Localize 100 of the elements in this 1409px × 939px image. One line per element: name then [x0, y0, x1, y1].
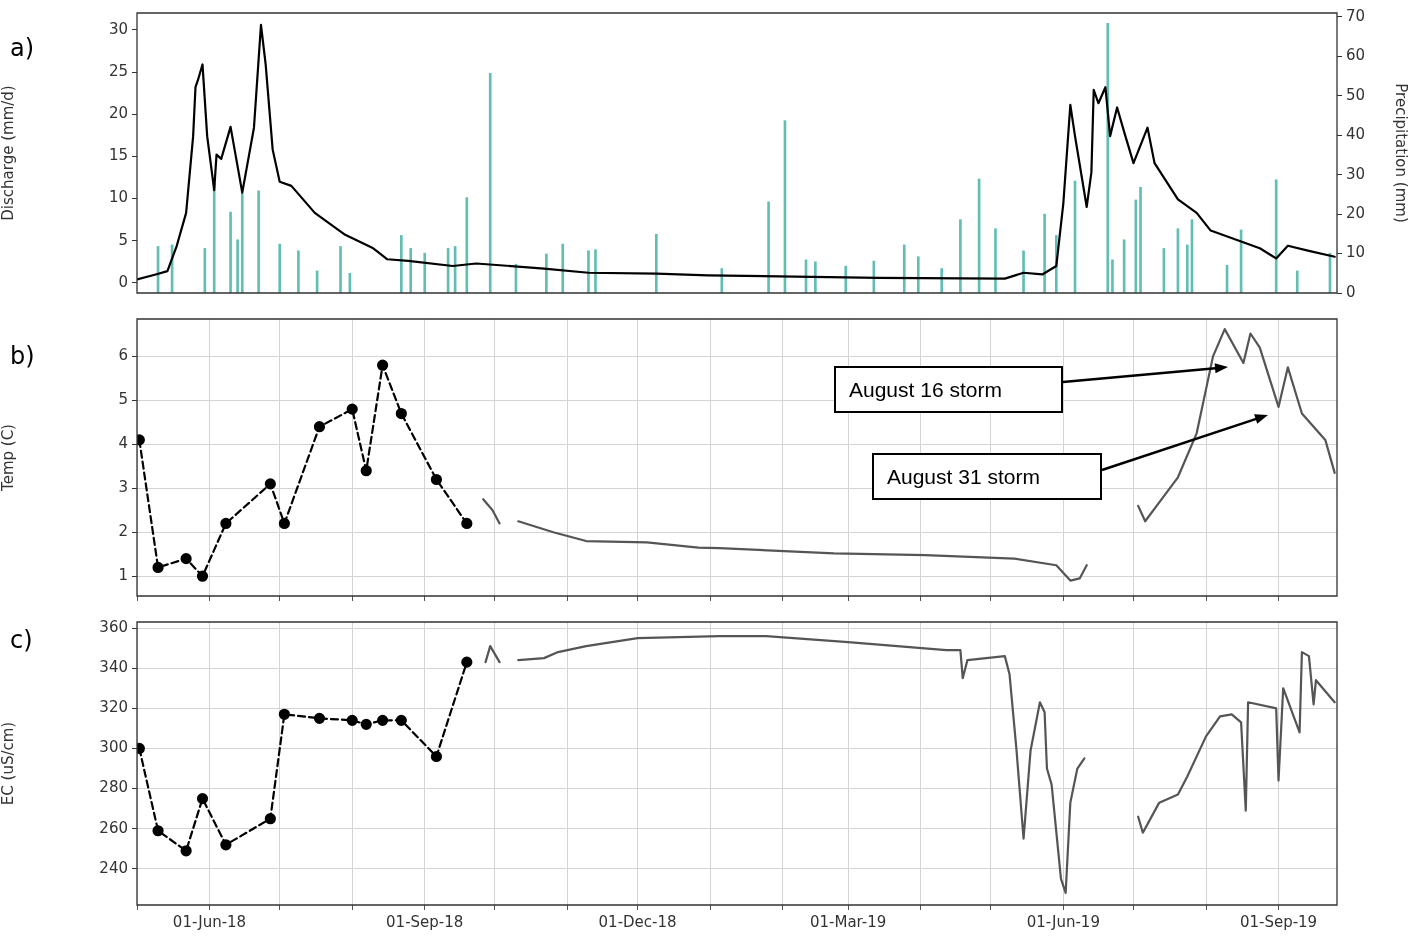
bar — [1043, 213, 1046, 293]
text: c) — [10, 626, 33, 655]
bar — [465, 197, 469, 293]
y-tick-label: 4 — [118, 434, 128, 453]
bar — [339, 246, 342, 293]
point — [377, 359, 389, 371]
bar — [1185, 244, 1189, 293]
bar — [1106, 22, 1110, 293]
bar — [594, 249, 597, 293]
callout-box: August 31 storm — [872, 453, 1102, 500]
bar — [1274, 179, 1278, 293]
callout-box: August 16 storm — [834, 366, 1063, 413]
y-tick-label: 360 — [99, 617, 128, 636]
point — [313, 421, 326, 433]
y-tick-label: 6 — [118, 346, 128, 365]
point — [313, 712, 326, 724]
x-tick-label: 01-Mar-19 — [809, 912, 887, 931]
x-tick-label: 01-Jun-18 — [172, 912, 247, 931]
bar — [844, 265, 848, 293]
point — [152, 561, 164, 574]
y-tick-label: 10 — [108, 188, 128, 207]
x-tick-label: 01-Sep-19 — [1239, 912, 1318, 931]
bar — [236, 239, 239, 293]
y-tick-label: 3 — [118, 478, 128, 497]
y-tick-label: 340 — [99, 658, 128, 677]
bar — [1139, 186, 1142, 293]
bar — [916, 256, 920, 293]
y-tick-label: 5 — [118, 390, 128, 409]
point — [220, 839, 232, 851]
y-tick-label: 0 — [118, 272, 128, 291]
bar — [1295, 270, 1299, 293]
bar — [409, 248, 413, 293]
point — [430, 750, 443, 763]
y-tick-label: 30 — [108, 19, 128, 38]
bar — [278, 243, 282, 293]
y-tick-label: 260 — [99, 818, 128, 837]
text: b) — [10, 342, 35, 371]
y2-axis-title: Precipitation (mm) — [1392, 83, 1409, 223]
point — [360, 465, 372, 477]
bar — [423, 252, 427, 293]
y-tick-label: 320 — [99, 698, 128, 717]
point — [360, 718, 372, 730]
bar — [545, 253, 548, 293]
point — [395, 407, 407, 420]
point — [264, 813, 276, 825]
y-axis-title: EC (uS/cm) — [0, 721, 17, 806]
bar — [297, 250, 300, 293]
y2-tick-label: 40 — [1346, 125, 1366, 144]
y2-tick-label: 70 — [1346, 6, 1366, 25]
point — [278, 708, 290, 720]
y2-tick-label: 10 — [1346, 243, 1366, 262]
bar — [902, 244, 906, 293]
point — [346, 403, 358, 415]
point — [346, 714, 358, 726]
point — [196, 570, 209, 582]
y-tick-label: 5 — [118, 230, 128, 249]
y-axis-title: Temp (C) — [0, 424, 17, 492]
bar — [959, 219, 962, 293]
y2-tick-label: 30 — [1346, 164, 1366, 183]
bar — [587, 250, 590, 293]
bar — [229, 211, 232, 293]
bar — [488, 73, 492, 293]
text: a) — [10, 34, 35, 63]
point — [430, 473, 443, 486]
y2-tick-label: 20 — [1346, 204, 1366, 223]
y-axis-title: Discharge (mm/d) — [0, 85, 17, 221]
bar — [814, 261, 817, 293]
point — [264, 478, 276, 490]
point — [180, 553, 192, 565]
point — [461, 656, 473, 668]
bar — [994, 228, 997, 293]
y-tick-label: 1 — [118, 566, 128, 585]
point — [461, 517, 473, 530]
x-tick-label: 01-Dec-18 — [598, 912, 677, 931]
point — [152, 825, 164, 837]
y-tick-label: 240 — [99, 858, 128, 877]
bar — [257, 190, 260, 293]
y2-tick-label: 60 — [1346, 46, 1366, 65]
bar — [561, 243, 565, 293]
y-tick-label: 280 — [99, 778, 128, 797]
bar — [240, 192, 244, 293]
y-tick-label: 20 — [108, 104, 128, 123]
y-tick-label: 300 — [99, 738, 128, 757]
y-tick-label: 15 — [108, 146, 128, 165]
point — [377, 714, 389, 726]
bar — [654, 233, 658, 293]
bar — [1022, 250, 1025, 293]
point — [180, 845, 192, 857]
bar — [767, 201, 770, 293]
point — [196, 793, 209, 805]
x-tick-label: 01-Jun-19 — [1026, 912, 1100, 931]
point — [220, 517, 232, 530]
y2-tick-label: 50 — [1346, 85, 1366, 104]
bar — [400, 235, 403, 293]
bar — [1111, 259, 1114, 293]
point — [395, 714, 407, 726]
y-tick-label: 2 — [118, 522, 128, 541]
x-tick-label: 01-Sep-18 — [386, 912, 464, 931]
point — [278, 517, 290, 530]
y2-tick-label: 0 — [1346, 282, 1356, 301]
